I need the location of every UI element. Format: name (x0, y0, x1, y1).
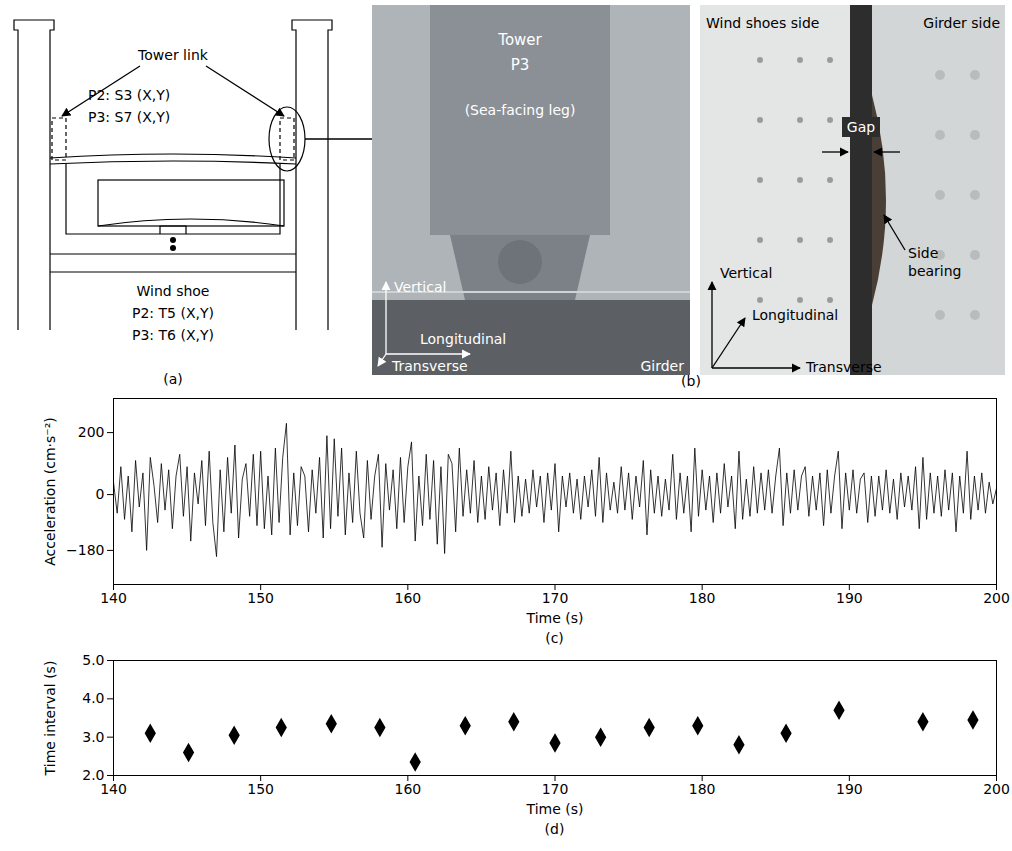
svg-text:P3: P3 (511, 56, 530, 74)
svg-text:Girder side: Girder side (923, 15, 1000, 31)
svg-text:−180: −180 (66, 542, 104, 558)
svg-text:P3: S7 (X,Y): P3: S7 (X,Y) (88, 109, 170, 125)
svg-text:5.0: 5.0 (82, 652, 104, 668)
svg-text:(a): (a) (163, 371, 183, 387)
svg-text:180: 180 (689, 590, 716, 606)
svg-text:Girder: Girder (640, 358, 684, 374)
svg-text:2.0: 2.0 (82, 767, 105, 783)
svg-text:Tower link: Tower link (137, 47, 209, 63)
svg-text:Time (s): Time (s) (526, 610, 584, 626)
svg-text:160: 160 (394, 590, 421, 606)
svg-text:190: 190 (836, 781, 863, 797)
svg-text:Longitudinal: Longitudinal (420, 331, 506, 347)
html-text:(c): (c) (545, 630, 564, 646)
svg-text:(b): (b) (681, 373, 701, 389)
svg-text:190: 190 (836, 590, 863, 606)
svg-text:Side: Side (908, 245, 938, 261)
svg-text:200: 200 (983, 781, 1010, 797)
svg-text:Gap: Gap (847, 119, 875, 135)
svg-text:P3: T6 (X,Y): P3: T6 (X,Y) (132, 327, 214, 343)
svg-text:140: 140 (100, 781, 127, 797)
svg-text:Transverse: Transverse (805, 359, 882, 375)
svg-text:Wind shoe: Wind shoe (137, 283, 210, 299)
svg-text:P2: T5 (X,Y): P2: T5 (X,Y) (132, 305, 214, 321)
svg-text:Longitudinal: Longitudinal (752, 307, 838, 323)
svg-text:Vertical: Vertical (394, 279, 446, 295)
svg-text:Time (s): Time (s) (526, 801, 584, 817)
svg-text:(Sea-facing leg): (Sea-facing leg) (465, 102, 576, 118)
svg-text:180: 180 (689, 781, 716, 797)
svg-text:200: 200 (78, 424, 105, 440)
svg-text:4.0: 4.0 (82, 690, 104, 706)
svg-text:200: 200 (983, 590, 1010, 606)
svg-text:160: 160 (394, 781, 421, 797)
svg-text:150: 150 (247, 781, 274, 797)
svg-text:3.0: 3.0 (82, 729, 104, 745)
svg-text:150: 150 (247, 590, 274, 606)
html-text:(d): (d) (544, 821, 565, 837)
svg-text:140: 140 (100, 590, 127, 606)
svg-text:170: 170 (542, 781, 569, 797)
svg-text:170: 170 (542, 590, 569, 606)
svg-text:P2: S3 (X,Y): P2: S3 (X,Y) (88, 87, 170, 103)
svg-text:Transverse: Transverse (391, 358, 468, 374)
svg-text:bearing: bearing (908, 263, 961, 279)
svg-text:0: 0 (96, 486, 105, 502)
svg-text:Wind shoes side: Wind shoes side (706, 15, 819, 31)
svg-text:Time interval (s): Time interval (s) (42, 661, 58, 777)
svg-text:Tower: Tower (497, 31, 542, 49)
svg-text:Acceleration (cm·s⁻²): Acceleration (cm·s⁻²) (42, 417, 58, 565)
svg-text:Vertical: Vertical (720, 265, 772, 281)
